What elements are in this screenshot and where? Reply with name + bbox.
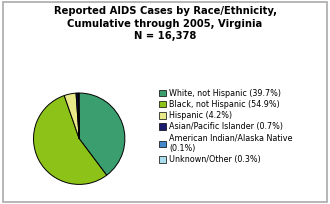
Wedge shape	[78, 93, 79, 139]
Wedge shape	[79, 93, 125, 175]
Wedge shape	[78, 93, 79, 139]
Text: Reported AIDS Cases by Race/Ethnicity,
Cumulative through 2005, Virginia
N = 16,: Reported AIDS Cases by Race/Ethnicity, C…	[53, 6, 277, 41]
Wedge shape	[64, 93, 79, 139]
Legend: White, not Hispanic (39.7%), Black, not Hispanic (54.9%), Hispanic (4.2%), Asian: White, not Hispanic (39.7%), Black, not …	[158, 88, 294, 165]
Wedge shape	[76, 93, 79, 139]
Wedge shape	[34, 95, 107, 184]
